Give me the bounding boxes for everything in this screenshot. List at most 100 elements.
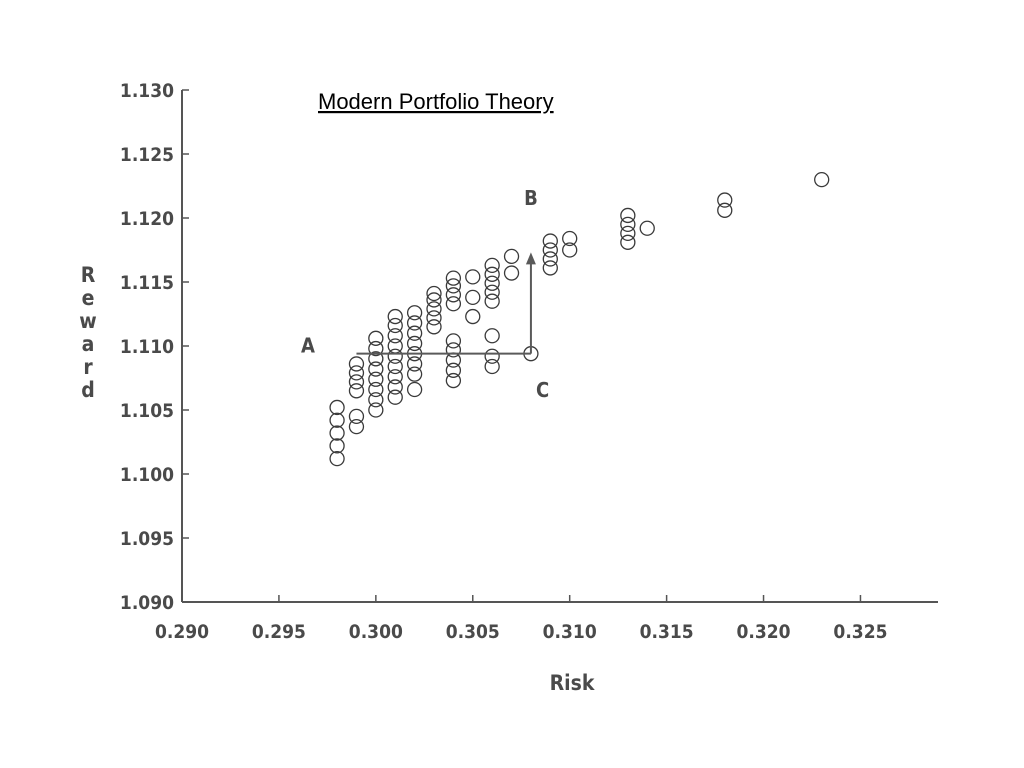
scatter-point: [717, 202, 733, 218]
scatter-point: [406, 325, 423, 341]
scatter-point: [348, 383, 365, 399]
scatter-point: [368, 330, 384, 346]
y-tick-label: 1.090: [120, 592, 174, 614]
scatter-point: [542, 260, 558, 276]
scatter-point: [406, 356, 423, 372]
scatter-point: [368, 392, 384, 408]
scatter-point: [445, 362, 462, 378]
annotation-label-c: C: [536, 378, 549, 402]
scatter-point: [484, 328, 500, 344]
scatter-point: [484, 275, 500, 291]
scatter-point: [387, 358, 403, 375]
scatter-point: [387, 348, 403, 364]
scatter-point: [445, 372, 462, 389]
scatter-point: [406, 366, 423, 382]
axes: [181, 90, 938, 603]
scatter-point: [329, 450, 345, 467]
scatter-point: [329, 412, 345, 428]
x-axis-title: Risk: [550, 671, 595, 695]
x-tick-label: 0.305: [446, 621, 500, 643]
scatter-point: [562, 242, 578, 258]
x-tick-label: 0.290: [155, 621, 209, 643]
scatter-point: [368, 361, 384, 377]
data-points: [329, 171, 830, 467]
x-tick-label: 0.310: [543, 621, 597, 643]
annotation-labels: A B C: [301, 186, 549, 402]
scatter-point: [620, 216, 636, 233]
y-tick-label: 1.115: [120, 272, 174, 294]
scatter-point: [329, 438, 345, 454]
y-tick-label: 1.120: [120, 208, 174, 230]
scatter-point: [426, 310, 442, 326]
scatter-point: [426, 319, 442, 335]
y-tick-label: 1.095: [120, 528, 174, 550]
y-tick-label: 1.105: [120, 400, 174, 422]
x-tick-label: 0.295: [252, 621, 306, 643]
annotation-arrows: [356, 252, 536, 355]
x-tick-label: 0.320: [736, 621, 790, 643]
scatter-point: [445, 278, 462, 294]
scatter-point: [484, 358, 500, 375]
annotation-label-b: B: [524, 186, 538, 210]
scatter-point: [368, 351, 384, 367]
scatter-point: [445, 296, 462, 312]
scatter-point: [620, 234, 636, 250]
scatter-point: [620, 225, 636, 242]
scatter-point: [406, 305, 423, 321]
scatter-point: [484, 293, 500, 309]
scatter-point: [368, 371, 384, 387]
scatter-point: [445, 270, 462, 286]
scatter-point: [542, 251, 558, 267]
scatter-point: [348, 418, 365, 435]
tick-marks: 1.090 1.095 1.100 1.105 1.110 1.115 1.120 1.125…: [120, 80, 888, 643]
scatter-point: [465, 289, 481, 306]
arrowhead-icon: [525, 252, 536, 265]
scatter-point: [426, 285, 442, 302]
scatter-point: [445, 287, 462, 303]
scatter-point: [639, 220, 655, 236]
chart-title: Modern Portfolio Theory: [318, 89, 554, 114]
scatter-point: [465, 269, 481, 285]
y-tick-label: 1.125: [120, 144, 174, 166]
y-tick-label: 1.100: [120, 464, 174, 486]
scatter-point: [387, 308, 403, 325]
scatter-point: [387, 389, 403, 405]
scatter-point: [387, 369, 403, 385]
x-tick-label: 0.315: [640, 621, 694, 643]
scatter-point: [426, 292, 442, 308]
scatter-point: [484, 284, 500, 300]
scatter-point: [329, 425, 345, 441]
scatter-point: [503, 265, 520, 281]
scatter-point: [387, 379, 403, 395]
scatter-point: [445, 342, 462, 358]
x-tick-label: 0.325: [833, 621, 887, 643]
y-tick-label: 1.130: [120, 80, 174, 102]
scatter-point: [445, 333, 462, 349]
scatter-point: [406, 381, 423, 398]
scatter-point: [814, 171, 830, 188]
scatter-point: [368, 381, 384, 398]
annotation-label-a: A: [301, 333, 315, 357]
y-tick-label: 1.110: [120, 336, 174, 358]
scatter-point: [542, 233, 558, 249]
scatter-point: [620, 207, 636, 224]
scatter-point: [368, 340, 384, 357]
scatter-point: [387, 317, 403, 334]
scatter-point: [484, 266, 500, 282]
scatter-point: [368, 402, 384, 418]
scatter-point: [503, 248, 520, 265]
scatter-point: [406, 315, 423, 331]
scatter-point: [562, 230, 578, 247]
scatter-point: [387, 328, 403, 344]
scatter-point: [348, 408, 365, 425]
scatter-point: [717, 192, 733, 208]
scatter-point: [426, 301, 442, 317]
scatter-point: [542, 242, 558, 258]
scatter-point: [329, 399, 345, 416]
scatter-point: [465, 308, 481, 325]
scatter-point: [484, 257, 500, 274]
scatter-point: [348, 356, 365, 372]
x-tick-label: 0.300: [349, 621, 403, 643]
